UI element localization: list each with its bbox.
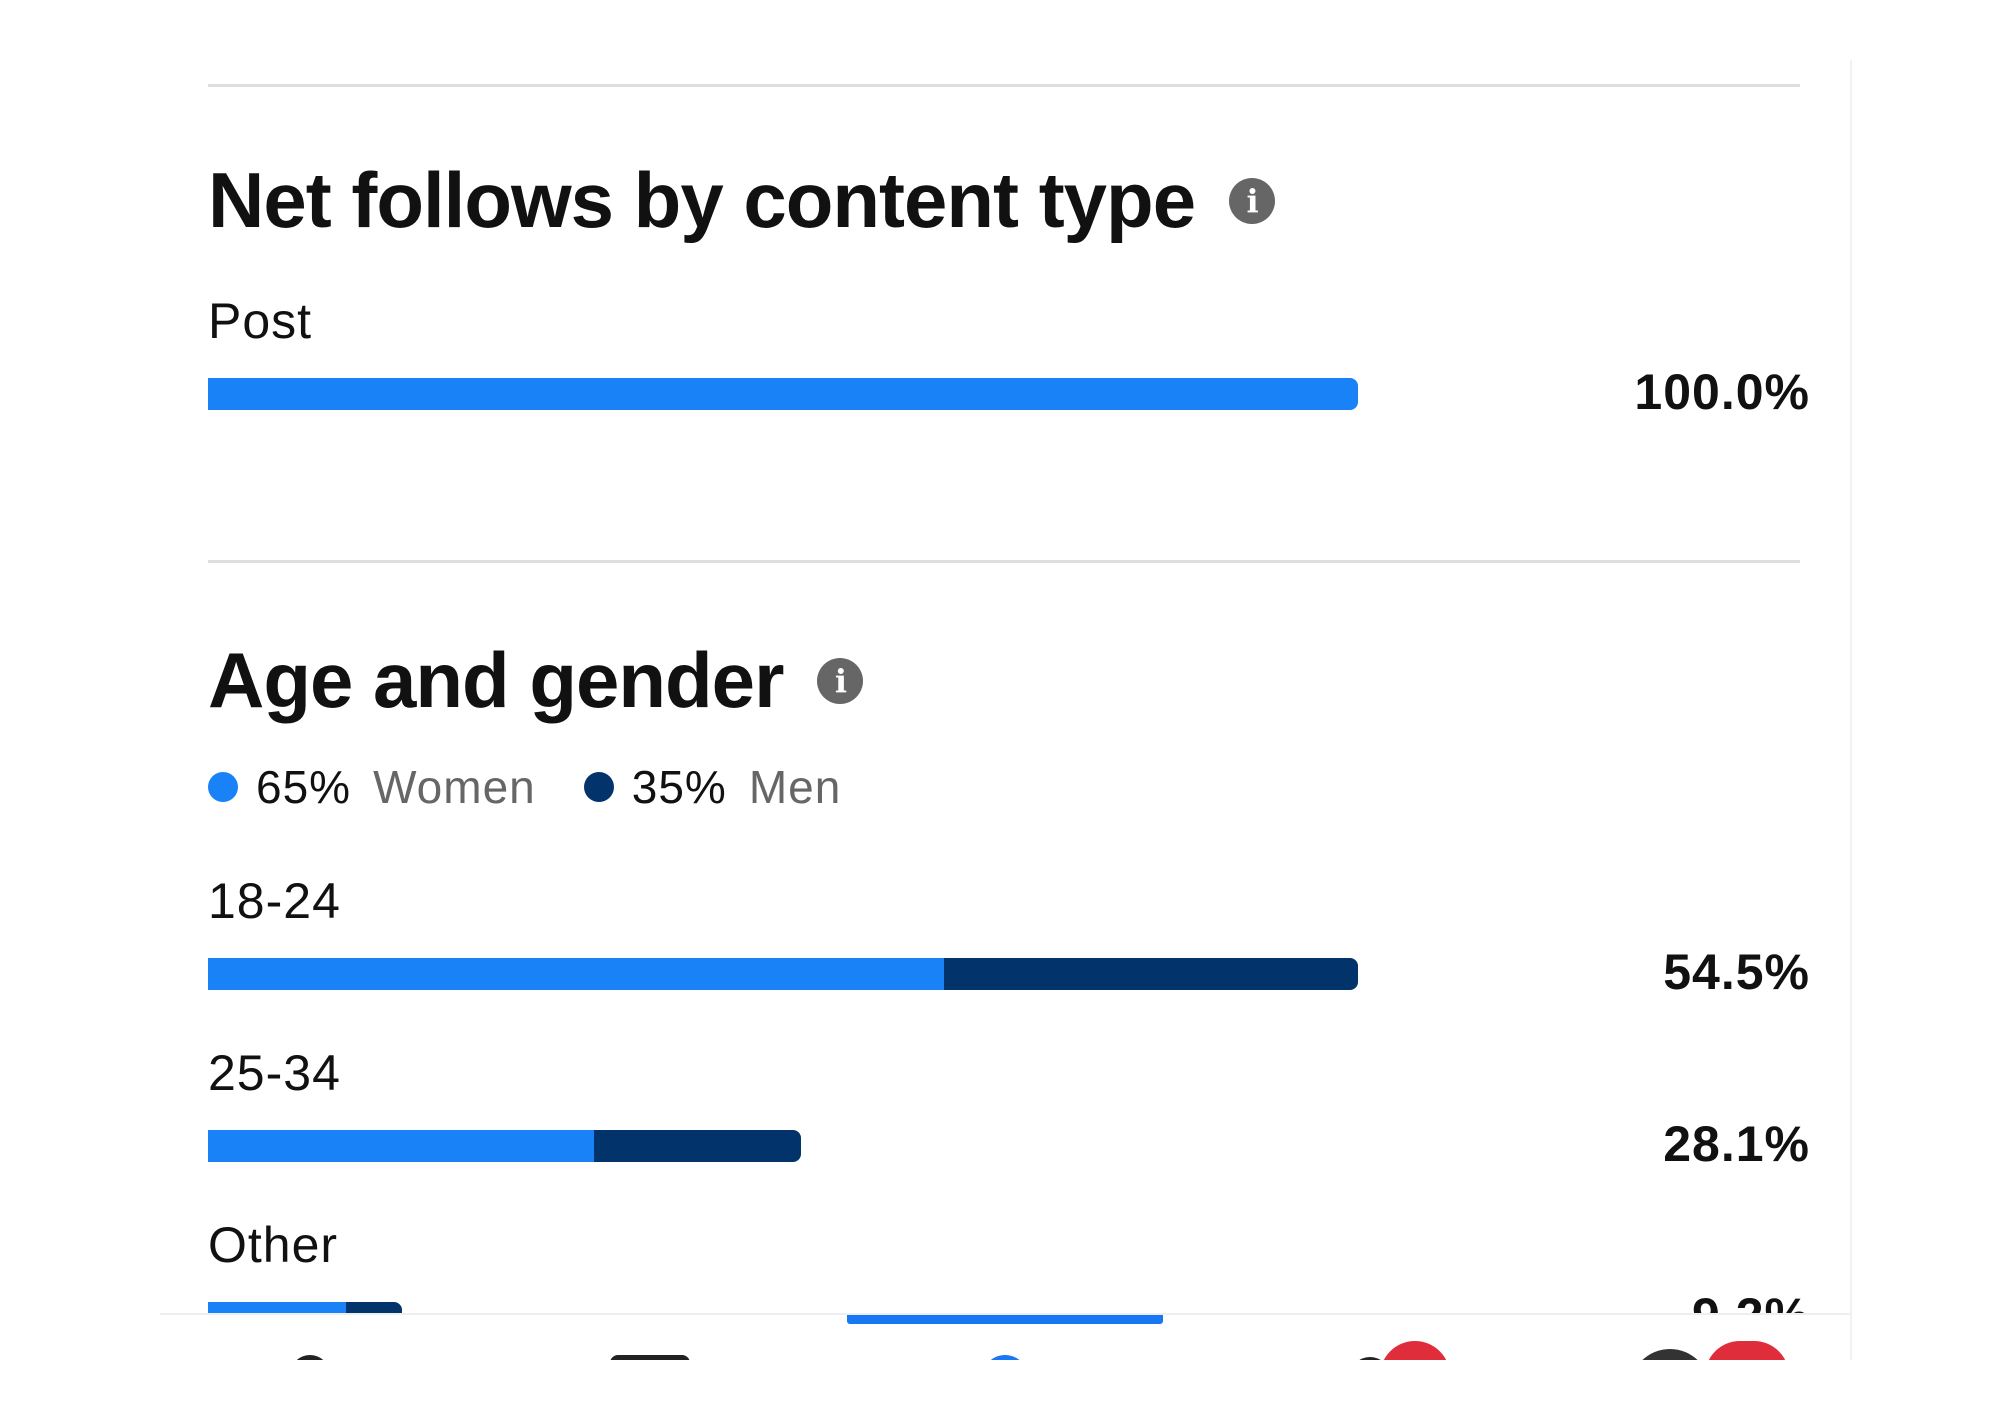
age-gender-title-row: Age and gender i: [208, 635, 864, 726]
men-segment: [593, 1130, 802, 1162]
age-gender-title: Age and gender: [208, 636, 784, 724]
section-divider: [208, 560, 1800, 563]
age-bar-25-34: [208, 1130, 802, 1162]
age-row-label-other: Other: [208, 1217, 339, 1273]
net-follows-title: Net follows by content type: [208, 156, 1196, 244]
age-row-value-18-24: 54.5%: [1663, 944, 1810, 1000]
info-icon[interactable]: i: [1229, 177, 1276, 224]
age-bar-18-24: [208, 958, 1358, 990]
content-type-label: Post: [208, 293, 313, 349]
age-row-label-25-34: 25-34: [208, 1045, 341, 1101]
legend-women: 65% Women: [208, 760, 536, 814]
profile-icon[interactable]: [982, 1353, 1028, 1360]
notifications-icon[interactable]: [1350, 1353, 1390, 1360]
gender-legend: 65% Women 35% Men: [208, 760, 889, 814]
men-percent: 35%: [631, 761, 727, 813]
net-follows-title-row: Net follows by content type i: [208, 155, 1276, 246]
age-row-label-18-24: 18-24: [208, 873, 341, 929]
video-icon[interactable]: [610, 1353, 690, 1360]
active-tab-indicator: [847, 1315, 1163, 1324]
men-label: Men: [748, 761, 842, 813]
menu-avatar-icon[interactable]: [1630, 1349, 1710, 1360]
menu-badge: [1705, 1341, 1789, 1360]
age-row-value-25-34: 28.1%: [1663, 1116, 1810, 1172]
top-divider: [208, 84, 1800, 87]
women-percent: 65%: [256, 761, 352, 813]
home-icon[interactable]: [290, 1353, 330, 1360]
men-dot-icon: [583, 772, 614, 802]
women-label: Women: [373, 761, 536, 813]
women-segment: [208, 1130, 594, 1162]
post-bar-fill: [208, 378, 1358, 410]
post-value: 100.0%: [1634, 364, 1810, 420]
women-dot-icon: [208, 772, 238, 802]
women-segment: [208, 958, 944, 990]
legend-men: 35% Men: [583, 760, 842, 814]
info-icon[interactable]: i: [817, 657, 864, 704]
notifications-badge: [1380, 1341, 1450, 1360]
insights-panel: Net follows by content type i Post 100.0…: [160, 60, 1852, 1360]
men-segment: [944, 958, 1358, 990]
post-bar: [208, 378, 1358, 410]
bottom-tab-bar: [160, 1313, 1850, 1360]
